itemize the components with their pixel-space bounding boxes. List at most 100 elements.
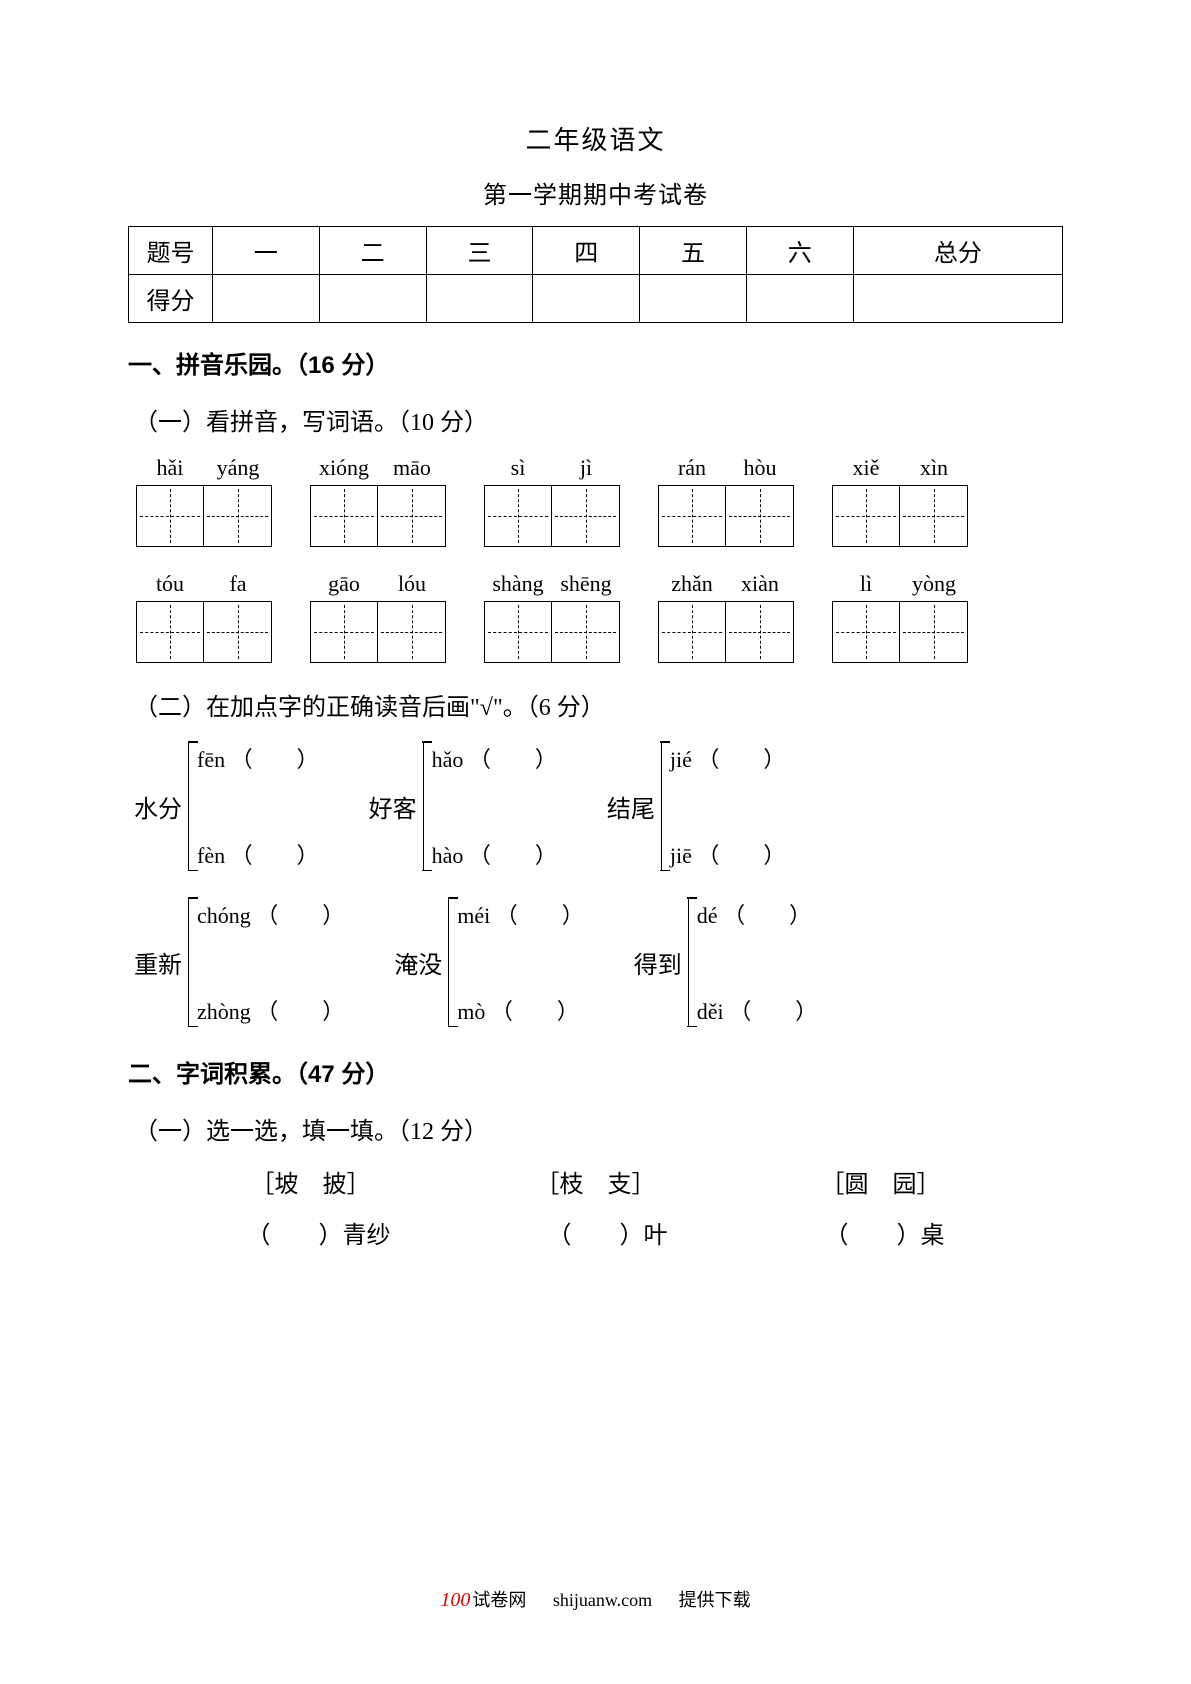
tian-box — [552, 485, 620, 547]
option-pair: ［圆 园］ — [821, 1164, 941, 1199]
bracket: fēn （ ） fèn （ ） — [188, 742, 319, 870]
score-cell — [319, 275, 426, 323]
bracket: hǎo （ ） hào （ ） — [423, 742, 557, 870]
bracket: chóng （ ）zhòng （ ） — [188, 898, 344, 1026]
subsection-heading: （一）看拼音，写词语。（10 分） — [134, 402, 1063, 437]
choice-option: fèn （ ） — [197, 838, 319, 870]
pinyin-label: hòu — [726, 455, 794, 481]
pinyin-label: zhǎn — [658, 571, 726, 597]
choice-group: 淹没méi （ ）mò （ ） — [394, 898, 584, 1026]
pinyin-label: xìn — [900, 455, 968, 481]
choice-option: jiē （ ） — [670, 838, 786, 870]
pinyin-row: hǎiyáng xióngmāo sìjì ránhòu xiěxìn — [136, 455, 1063, 547]
choice-group: 水分 fēn （ ） fèn （ ） — [134, 742, 319, 870]
pinyin-label: tóu — [136, 571, 204, 597]
tian-box — [658, 485, 726, 547]
score-cell — [640, 275, 747, 323]
pinyin-label: xiàn — [726, 571, 794, 597]
choice-word: 重新 — [134, 945, 182, 980]
choice-option: mò （ ） — [457, 994, 584, 1026]
subsection-heading: （二）在加点字的正确读音后画"√"。（6 分） — [134, 687, 1063, 722]
score-cell — [426, 275, 533, 323]
option-pair: ［枝 支］ — [536, 1164, 656, 1199]
options-row: ［坡 披］ ［枝 支］ ［圆 园］ — [168, 1164, 1023, 1199]
section-heading: 一、拼音乐园。（16 分） — [128, 345, 1063, 380]
page-title: 二年级语文 — [128, 120, 1063, 157]
pinyin-label: jì — [552, 455, 620, 481]
pinyin-label: hǎi — [136, 455, 204, 481]
score-cell — [533, 275, 640, 323]
col-head: 二 — [319, 227, 426, 275]
footer-brand: 试卷网 — [472, 1590, 526, 1610]
pinyin-label: lóu — [378, 571, 446, 597]
bracket: jié （ ）jiē （ ） — [661, 742, 786, 870]
pinyin-label: shēng — [552, 571, 620, 597]
tian-box — [378, 601, 446, 663]
tian-box — [726, 601, 794, 663]
choice-row: 重新chóng （ ）zhòng （ ）淹没méi （ ）mò （ ）得到dé … — [134, 898, 1063, 1026]
table-row: 题号 一 二 三 四 五 六 总分 — [129, 227, 1063, 275]
pinyin-group: tóufa — [136, 571, 272, 663]
choice-word: 结尾 — [607, 789, 655, 824]
pinyin-row: tóufa gāolóu shàngshēng zhǎnxiàn lìyòng — [136, 571, 1063, 663]
pinyin-label: lì — [832, 571, 900, 597]
choice-option: děi （ ） — [697, 994, 817, 1026]
footer-logo: 100 — [440, 1589, 470, 1611]
choice-word: 水分 — [134, 789, 182, 824]
pinyin-group: hǎiyáng — [136, 455, 272, 547]
table-row: 得分 — [129, 275, 1063, 323]
choice-word: 好客 — [369, 789, 417, 824]
choice-group: 好客 hǎo （ ） hào （ ） — [369, 742, 557, 870]
tian-box — [658, 601, 726, 663]
tian-box — [900, 601, 968, 663]
col-head: 四 — [533, 227, 640, 275]
choice-group: 重新chóng （ ）zhòng （ ） — [134, 898, 344, 1026]
col-head: 三 — [426, 227, 533, 275]
choice-option: hǎo （ ） — [432, 742, 557, 774]
pinyin-label: fa — [204, 571, 272, 597]
choice-group: 得到dé （ ）děi （ ） — [634, 898, 817, 1026]
tian-box — [552, 601, 620, 663]
pinyin-group: ránhòu — [658, 455, 794, 547]
col-head: 总分 — [853, 227, 1062, 275]
tian-box — [484, 601, 552, 663]
score-table: 题号 一 二 三 四 五 六 总分 得分 — [128, 226, 1063, 323]
pinyin-group: lìyòng — [832, 571, 968, 663]
tian-box — [726, 485, 794, 547]
row-label: 题号 — [129, 227, 213, 275]
pinyin-label: yáng — [204, 455, 272, 481]
footer-tail: 提供下载 — [679, 1590, 751, 1610]
tian-box — [832, 485, 900, 547]
section-heading: 二、字词积累。（47 分） — [128, 1054, 1063, 1089]
page-subtitle: 第一学期期中考试卷 — [128, 175, 1063, 210]
pinyin-label: yòng — [900, 571, 968, 597]
pinyin-label: sì — [484, 455, 552, 481]
blanks-row: （ ）青纱（ ）叶（ ）桌 — [168, 1215, 1023, 1250]
col-head: 一 — [213, 227, 320, 275]
score-cell — [213, 275, 320, 323]
fill-blank: （ ）叶 — [548, 1215, 668, 1250]
pinyin-label: shàng — [484, 571, 552, 597]
pinyin-group: xióngmāo — [310, 455, 446, 547]
score-cell — [853, 275, 1062, 323]
tian-box — [136, 601, 204, 663]
bracket: dé （ ） děi （ ） — [688, 898, 817, 1026]
pinyin-group: xiěxìn — [832, 455, 968, 547]
fill-blank: （ ）青纱 — [247, 1215, 391, 1250]
tian-box — [484, 485, 552, 547]
choice-row: 水分 fēn （ ） fèn （ ） 好客 hǎo （ ） hào （ ） 结尾jié （ … — [134, 742, 1063, 870]
choice-option: dé （ ） — [697, 898, 817, 930]
tian-box — [204, 601, 272, 663]
choice-word: 淹没 — [394, 945, 442, 980]
choice-option: fēn （ ） — [197, 742, 319, 774]
pinyin-label: rán — [658, 455, 726, 481]
bracket: méi （ ）mò （ ） — [448, 898, 584, 1026]
option-pair: ［坡 披］ — [251, 1164, 371, 1199]
pinyin-label: gāo — [310, 571, 378, 597]
choice-option: hào （ ） — [432, 838, 557, 870]
tian-box — [310, 485, 378, 547]
subsection-heading: （一）选一选，填一填。（12 分） — [134, 1111, 1063, 1146]
tian-box — [310, 601, 378, 663]
pinyin-label: xiě — [832, 455, 900, 481]
pinyin-group: sìjì — [484, 455, 620, 547]
